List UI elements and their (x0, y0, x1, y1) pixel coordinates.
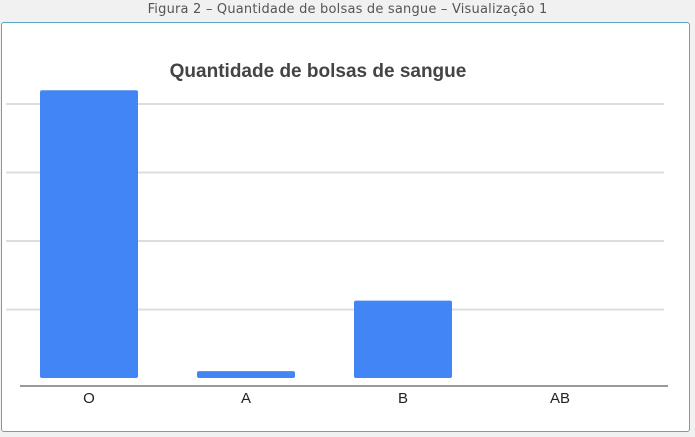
bar-o (40, 90, 138, 378)
x-tick-b: B (398, 390, 408, 407)
bar-chart: O A B AB Quantidade de bolsas de sangue (2, 23, 690, 432)
x-tick-labels: O A B AB (83, 390, 570, 407)
x-tick-a: A (241, 390, 251, 407)
figure-caption: Figura 2 – Quantidade de bolsas de sangu… (0, 2, 695, 20)
chart-title: Quantidade de bolsas de sangue (170, 61, 467, 82)
x-tick-ab: AB (550, 390, 570, 407)
bar-a (197, 371, 295, 378)
x-tick-o: O (83, 390, 95, 407)
chart-frame: O A B AB Quantidade de bolsas de sangue (1, 22, 690, 432)
bar-b (354, 301, 452, 378)
bars (40, 90, 452, 378)
